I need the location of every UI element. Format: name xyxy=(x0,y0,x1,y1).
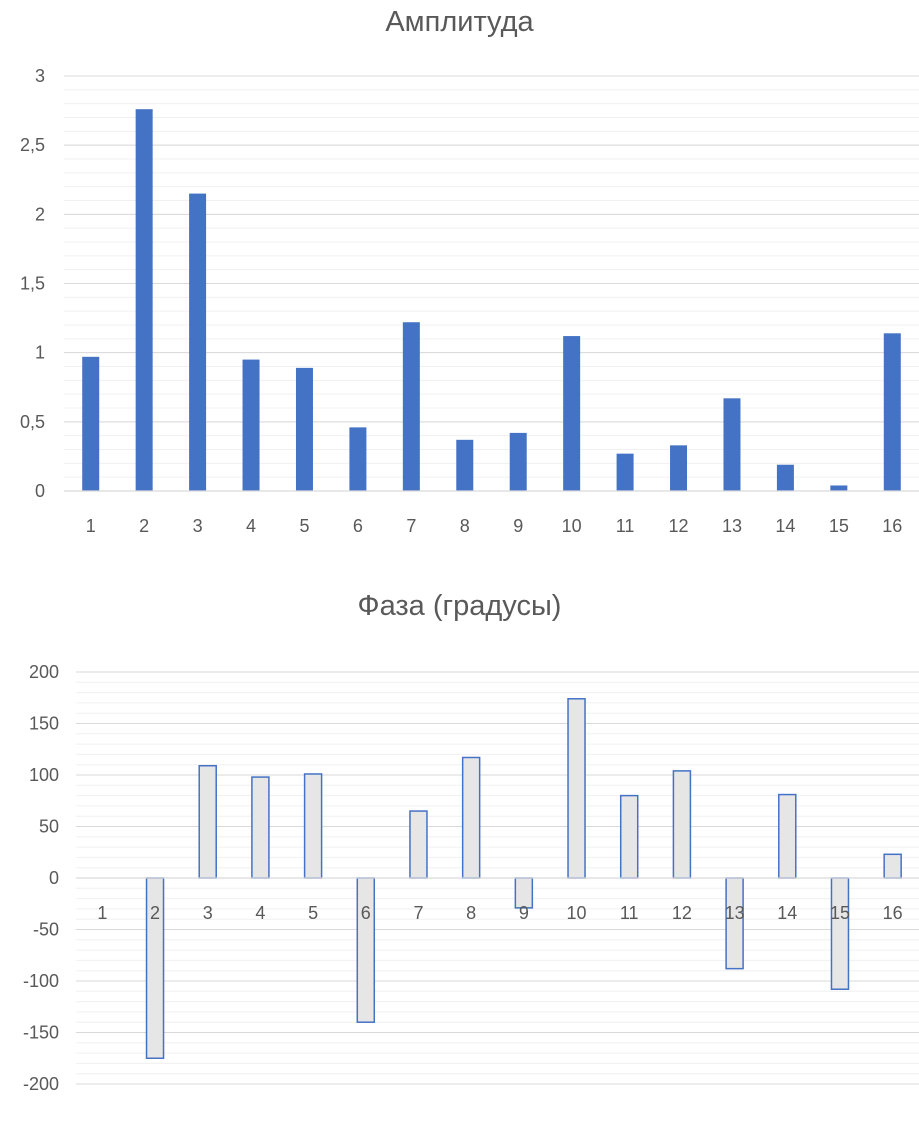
x-tick-label: 14 xyxy=(777,903,797,923)
x-tick-label: 4 xyxy=(255,903,265,923)
x-tick-label: 15 xyxy=(829,516,849,536)
x-tick-label: 7 xyxy=(406,516,416,536)
bar-12 xyxy=(670,445,688,491)
x-tick-label: 2 xyxy=(139,516,149,536)
x-tick-label: 4 xyxy=(246,516,256,536)
bar-6 xyxy=(349,427,367,491)
x-tick-label: 1 xyxy=(97,903,107,923)
y-tick-label: 0 xyxy=(35,481,45,501)
bar-8 xyxy=(456,439,474,491)
bar-16 xyxy=(883,333,901,491)
bar-5 xyxy=(295,367,313,491)
y-tick-label: -50 xyxy=(33,920,59,940)
bar-11 xyxy=(616,453,634,491)
bar-16 xyxy=(883,853,902,879)
bar-10 xyxy=(567,698,586,879)
x-tick-label: 6 xyxy=(361,903,371,923)
phase-chart: Фаза (градусы) -200 -150 -100 -50 0 50 100 150 2… xyxy=(0,580,919,1128)
bar-13 xyxy=(723,398,741,491)
y-tick-label: 0 xyxy=(49,868,59,888)
bar-10 xyxy=(563,336,581,491)
bar-14 xyxy=(778,793,797,879)
amplitude-chart: Амплитуда 0 0,5 1 1,5 2 2,5 3 1 2 3 4 5 6 7 8 9 10 11 12 13… xyxy=(0,0,919,560)
y-tick-label: 1,5 xyxy=(20,274,45,294)
amplitude-chart-title: Амплитуда xyxy=(385,6,534,38)
x-tick-label: 12 xyxy=(669,516,689,536)
x-tick-label: 11 xyxy=(620,903,639,923)
y-tick-label: 1 xyxy=(35,343,45,363)
phase-chart-title: Фаза (градусы) xyxy=(357,590,562,622)
x-tick-label: 9 xyxy=(513,516,523,536)
bar-7 xyxy=(402,322,420,491)
bar-11 xyxy=(619,794,639,879)
x-tick-label: 10 xyxy=(567,903,587,923)
bar-9 xyxy=(509,432,527,491)
x-tick-label: 9 xyxy=(519,903,529,923)
x-tick-label: 14 xyxy=(775,516,795,536)
y-tick-label: 200 xyxy=(29,662,59,682)
x-tick-label: 11 xyxy=(616,516,635,536)
y-tick-label: -200 xyxy=(23,1074,59,1094)
x-tick-label: 12 xyxy=(672,903,692,923)
x-tick-label: 1 xyxy=(86,516,96,536)
y-tick-label: 150 xyxy=(29,714,59,734)
x-tick-label: 8 xyxy=(466,903,476,923)
bar-14 xyxy=(776,464,794,491)
x-tick-label: 3 xyxy=(193,516,203,536)
bar-3 xyxy=(198,764,217,879)
x-tick-label: 15 xyxy=(830,903,850,923)
amplitude-chart-plot: 00,511,522,531 2 3 4 5 6 7 8 9 10 11 12 13 14 15 16 xyxy=(20,66,919,536)
x-tick-label: 13 xyxy=(722,516,742,536)
y-tick-label: 3 xyxy=(35,66,45,86)
bar-2 xyxy=(135,109,153,491)
x-tick-label: 5 xyxy=(308,903,318,923)
bar-8 xyxy=(461,756,481,879)
x-tick-label: 13 xyxy=(725,903,745,923)
y-tick-label: 2 xyxy=(35,204,45,224)
y-tick-label: -150 xyxy=(23,1023,59,1043)
x-tick-label: 10 xyxy=(562,516,582,536)
bar-15 xyxy=(830,485,848,491)
x-tick-label: 2 xyxy=(150,903,160,923)
bar-4 xyxy=(251,776,270,879)
x-tick-label: 7 xyxy=(413,903,423,923)
bar-7 xyxy=(409,810,428,879)
x-tick-label: 8 xyxy=(460,516,470,536)
x-tick-label: 5 xyxy=(299,516,309,536)
x-tick-label: 3 xyxy=(203,903,213,923)
bar-4 xyxy=(242,359,260,491)
bar-6 xyxy=(356,877,376,1023)
y-tick-label: 0,5 xyxy=(20,412,45,432)
bar-3 xyxy=(189,193,207,492)
x-tick-label: 16 xyxy=(883,903,903,923)
y-tick-label: 50 xyxy=(39,817,59,837)
bar-13 xyxy=(725,877,744,970)
bar-12 xyxy=(672,770,692,879)
x-tick-label: 16 xyxy=(882,516,902,536)
bar-1 xyxy=(82,356,100,491)
y-tick-label: 100 xyxy=(29,765,59,785)
y-tick-label: 2,5 xyxy=(20,135,45,155)
bar-5 xyxy=(303,773,323,879)
y-tick-label: -100 xyxy=(23,971,59,991)
bar-15 xyxy=(830,877,850,990)
x-tick-label: 6 xyxy=(353,516,363,536)
